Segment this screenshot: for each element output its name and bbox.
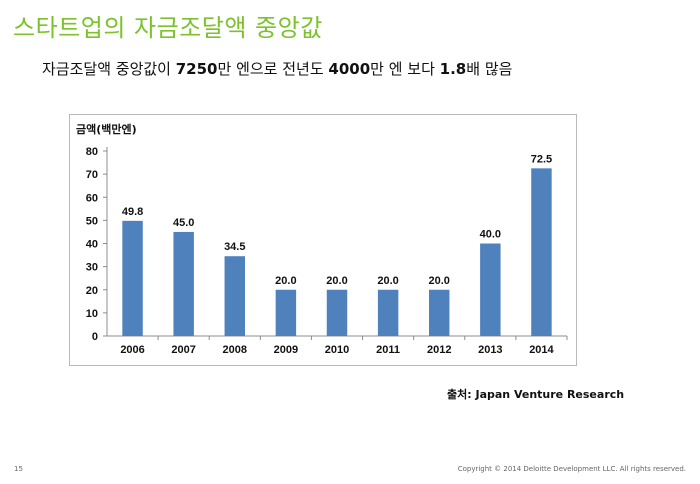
y-tick-label: 50 [86, 215, 98, 227]
bar-2010 [326, 289, 348, 336]
data-label-2014: 72.5 [531, 153, 552, 165]
copyright-notice: Copyright © 2014 Deloitte Development LL… [457, 465, 686, 473]
data-label-2013: 40.0 [480, 229, 501, 241]
bar-chart: 금액(백만엔) 0 10 20 30 40 50 60 70 80 49.8 2006 45.0 2007… [76, 122, 568, 356]
bar-2012 [429, 289, 450, 336]
y-tick-label: 20 [86, 285, 98, 297]
bar-2014 [531, 168, 552, 336]
subtitle-mid-1: 만 엔으로 전년도 [217, 60, 329, 78]
x-tick-label-2006: 2006 [120, 344, 144, 356]
y-tick-label: 30 [86, 262, 98, 274]
bar-2007 [173, 231, 194, 336]
data-label-2012: 20.0 [429, 275, 450, 287]
x-tick-label-2011: 2011 [376, 344, 400, 356]
y-tick-label: 0 [92, 331, 98, 343]
subtitle-amount-2014: 7250 [175, 60, 218, 78]
subtitle-mid-2: 만 엔 보다 [370, 60, 440, 78]
x-tick-label-2013: 2013 [478, 344, 502, 356]
y-tick-label: 80 [86, 146, 98, 158]
bar-2009 [275, 289, 297, 336]
source-label: 출처 [447, 388, 468, 401]
subtitle-amount-2013: 4000 [328, 60, 371, 78]
bar-2011 [377, 289, 399, 336]
chart-frame: 금액(백만엔) 0 10 20 30 40 50 60 70 80 49.8 2006 45.0 2007… [69, 114, 577, 366]
source-note: 출처: Japan Venture Research [447, 386, 624, 402]
y-tick-label: 60 [86, 192, 98, 204]
subtitle-suffix: 배 많음 [466, 60, 513, 78]
data-label-2009: 20.0 [275, 275, 296, 287]
bar-2008 [224, 256, 245, 336]
data-label-2008: 34.5 [224, 241, 245, 253]
bar-2013 [480, 243, 501, 336]
x-tick-label-2007: 2007 [171, 344, 195, 356]
y-tick-label: 10 [86, 308, 98, 320]
y-tick-label: 40 [86, 239, 98, 251]
bar-2006 [122, 220, 143, 336]
slide-title: 스타트업의 자금조달액 중앙값 [13, 14, 323, 42]
subtitle: 자금조달액 중앙값이 7250만 엔으로 전년도 4000만 엔 보다 1.8배… [42, 58, 512, 79]
x-tick-label-2010: 2010 [325, 344, 349, 356]
data-label-2011: 20.0 [377, 275, 398, 287]
data-label-2007: 45.0 [173, 217, 194, 229]
x-tick-label-2009: 2009 [274, 344, 298, 356]
data-label-2006: 49.8 [122, 206, 143, 218]
subtitle-ratio: 1.8 [439, 60, 467, 78]
x-tick-label-2012: 2012 [427, 344, 451, 356]
source-text: : Japan Venture Research [467, 388, 625, 401]
y-tick-label: 70 [86, 169, 98, 181]
page-number: 15 [14, 465, 23, 473]
data-label-2010: 20.0 [326, 275, 347, 287]
subtitle-prefix: 자금조달액 중앙값이 [42, 60, 176, 78]
y-axis-label: 금액(백만엔) [76, 122, 137, 136]
x-tick-label-2014: 2014 [529, 344, 554, 356]
x-tick-label-2008: 2008 [223, 344, 247, 356]
